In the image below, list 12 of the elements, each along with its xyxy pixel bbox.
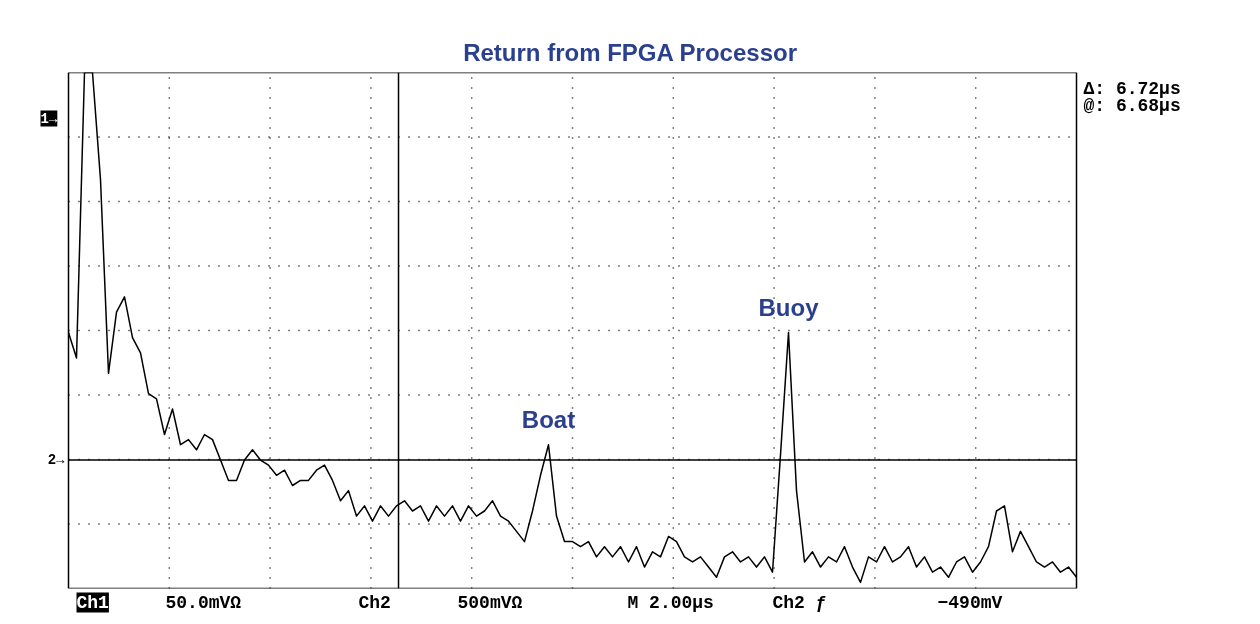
annotation: Buoy: [758, 293, 820, 321]
chart-title: Return from FPGA Processor: [463, 38, 797, 66]
text: M 2.00µs: [627, 592, 714, 613]
text: Ch2 ƒ: [772, 592, 827, 613]
annotation: Boat: [521, 405, 576, 433]
text: Ch1: [76, 592, 110, 613]
text: Δ: 6.72µs: [1083, 78, 1181, 99]
text: 50.0mVΩ: [165, 592, 242, 613]
ref-line-label: 2→: [47, 452, 66, 469]
text: Ch2: [358, 592, 391, 613]
text: −490mV: [937, 592, 1003, 613]
text: 500mVΩ: [457, 592, 523, 613]
